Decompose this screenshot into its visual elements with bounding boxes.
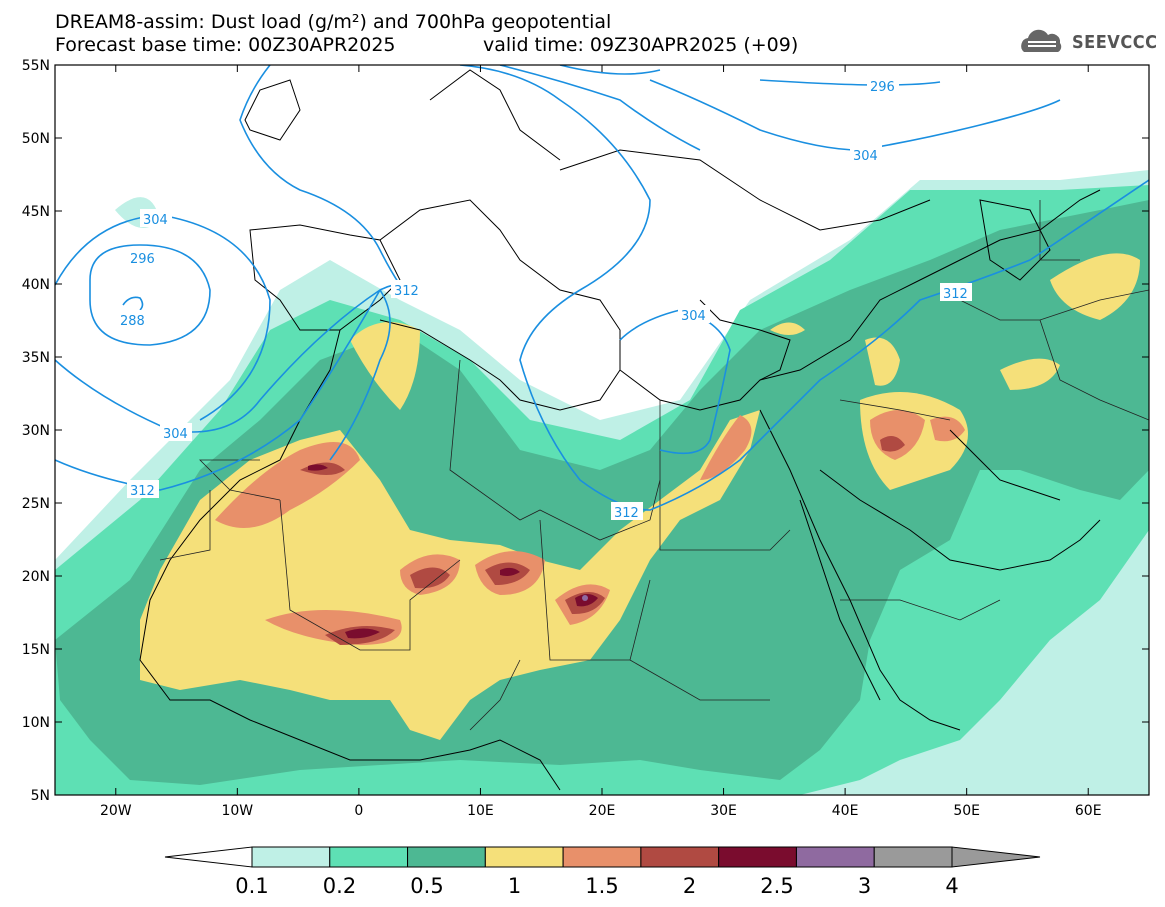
lat-label: 15N [22,642,50,658]
svg-text:312: 312 [943,287,968,302]
valid-time: valid time: 09Z30APR2025 (+09) [483,34,799,56]
logo-text: SEEVCCC [1072,32,1158,53]
lon-label: 0 [354,803,363,819]
colorbar-swatch [718,846,797,868]
svg-text:304: 304 [143,213,168,228]
lon-label: 10E [467,803,494,819]
colorbar-label: 0.2 [323,874,356,898]
colorbar-label: 0.1 [235,874,268,898]
lat-label: 30N [22,423,50,439]
svg-text:304: 304 [681,309,706,324]
colorbar-swatch [640,846,720,868]
svg-text:312: 312 [130,484,155,499]
lon-label: 20W [100,803,132,819]
lon-label: 50E [953,803,980,819]
svg-text:288: 288 [120,314,145,329]
colorbar-label: 3 [858,874,871,898]
coastlines [139,69,1101,791]
longitude-axis: 20W 10W 0 10E 20E 30E 40E 50E 60E [100,65,1102,819]
contour-labels: 296 304 296 304 288 304 312 312 312 304 … [117,76,972,521]
dust-level-2-5 [345,628,380,639]
lon-label: 40E [832,803,859,819]
map-title: DREAM8-assim: Dust load (g/m²) and 700hP… [55,11,612,33]
colorbar-swatch [251,846,331,868]
colorbar-label: 1 [508,874,521,898]
colorbar-swatch [795,846,875,868]
colorbar-swatch [562,846,642,868]
lon-label: 10W [221,803,253,819]
lat-label: 35N [22,350,50,366]
latitude-axis: 55N 50N 45N 40N 35N 30N 25N 20N 15N 10N 5N [22,58,1149,804]
dust-field [55,65,1149,795]
lat-label: 40N [22,277,50,293]
lat-label: 45N [22,204,50,220]
colorbar-min-arrow [164,846,253,868]
forecast-base-time: Forecast base time: 00Z30APR2025 [55,34,396,56]
lon-label: 30E [710,803,737,819]
colorbar-swatch [484,846,564,868]
svg-text:296: 296 [870,80,895,95]
svg-text:296: 296 [130,252,155,267]
dust-level-3 [582,595,588,601]
svg-text:304: 304 [853,149,878,164]
lat-label: 10N [22,715,50,731]
lon-label: 20E [589,803,616,819]
colorbar-max-arrow [951,846,1041,868]
colorbar-label: 2 [683,874,696,898]
svg-text:312: 312 [394,284,419,299]
colorbar: 0.1 0.2 0.5 1 1.5 2 2.5 3 4 [164,846,1041,898]
lat-label: 50N [22,131,50,147]
colorbar-label: 4 [945,874,958,898]
colorbar-swatch [873,846,953,868]
lat-label: 55N [22,58,50,74]
cloud-logo-icon [1021,29,1062,52]
svg-text:304: 304 [163,427,188,442]
colorbar-swatch [407,846,486,868]
svg-text:312: 312 [614,506,639,521]
lat-label: 25N [22,496,50,512]
lat-label: 5N [31,788,50,804]
lon-label: 60E [1075,803,1102,819]
colorbar-label: 0.5 [410,874,443,898]
colorbar-swatch [329,846,409,868]
colorbar-label: 2.5 [760,874,793,898]
lat-label: 20N [22,569,50,585]
country-borders [159,200,1149,731]
colorbar-label: 1.5 [585,874,618,898]
